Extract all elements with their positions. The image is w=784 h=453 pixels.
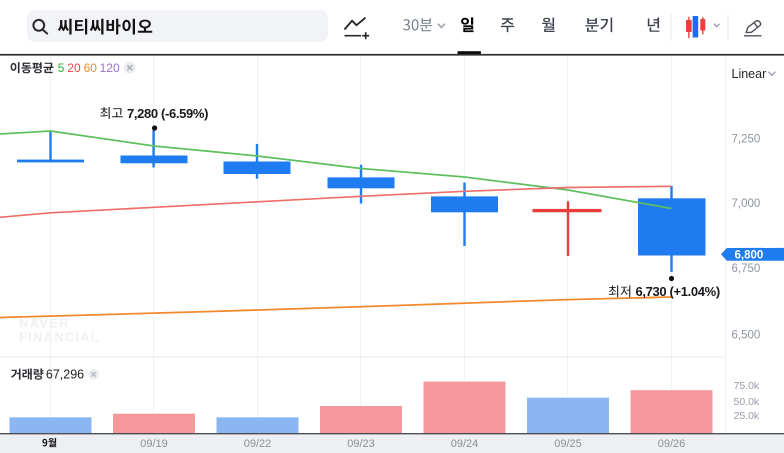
svg-text:6,500: 6,500 <box>732 330 761 342</box>
svg-text:67,296: 67,296 <box>46 368 84 382</box>
svg-text:09/25: 09/25 <box>554 438 582 450</box>
svg-text:6,730 (+1.04%): 6,730 (+1.04%) <box>636 284 720 299</box>
svg-text:7,250: 7,250 <box>732 134 761 146</box>
svg-text:5: 5 <box>58 61 65 75</box>
svg-text:6,800: 6,800 <box>735 250 764 262</box>
svg-text:FINANCIAL: FINANCIAL <box>19 330 100 345</box>
svg-text:7,000: 7,000 <box>732 198 761 210</box>
svg-text:20: 20 <box>67 61 81 75</box>
svg-text:75.0k: 75.0k <box>734 380 760 392</box>
svg-text:09/24: 09/24 <box>451 438 479 450</box>
svg-text:09/22: 09/22 <box>244 438 272 450</box>
svg-text:Linear: Linear <box>732 67 767 81</box>
svg-text:120: 120 <box>100 61 120 75</box>
svg-text:6,750: 6,750 <box>732 263 761 275</box>
svg-text:25.0k: 25.0k <box>734 410 760 422</box>
svg-text:50.0k: 50.0k <box>734 396 760 408</box>
svg-text:NAVER: NAVER <box>19 316 70 331</box>
svg-text:09/19: 09/19 <box>140 438 168 450</box>
svg-text:09/26: 09/26 <box>658 438 686 450</box>
svg-text:7,280 (-6.59%): 7,280 (-6.59%) <box>127 106 208 121</box>
svg-text:09/23: 09/23 <box>347 438 375 450</box>
svg-text:60: 60 <box>84 61 98 75</box>
